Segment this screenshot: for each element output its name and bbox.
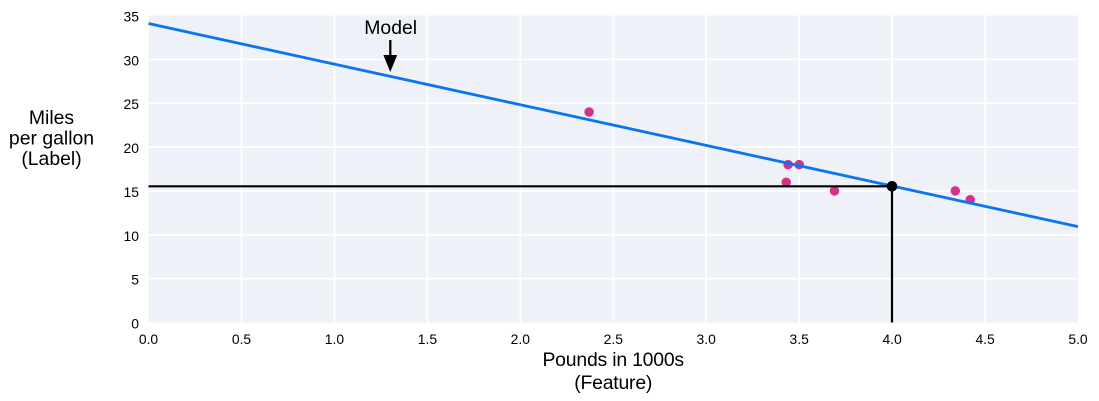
svg-text:3.5: 3.5: [790, 331, 810, 347]
svg-text:5.0: 5.0: [1068, 331, 1088, 347]
svg-text:Model: Model: [364, 17, 417, 39]
svg-text:0.5: 0.5: [232, 331, 252, 347]
svg-text:0.0: 0.0: [139, 331, 159, 347]
svg-text:5: 5: [131, 272, 139, 288]
svg-text:35: 35: [124, 9, 140, 25]
svg-text:10: 10: [124, 228, 140, 244]
svg-text:2.0: 2.0: [511, 331, 531, 347]
svg-text:3.0: 3.0: [697, 331, 717, 347]
svg-text:25: 25: [124, 96, 140, 112]
svg-text:1.0: 1.0: [325, 331, 345, 347]
svg-text:1.5: 1.5: [418, 331, 438, 347]
svg-text:4.5: 4.5: [975, 331, 995, 347]
svg-text:2.5: 2.5: [604, 331, 624, 347]
svg-text:0: 0: [131, 316, 139, 332]
svg-text:15: 15: [124, 184, 140, 200]
svg-text:per gallon: per gallon: [9, 128, 94, 150]
svg-text:Pounds in 1000s: Pounds in 1000s: [542, 349, 683, 371]
svg-text:20: 20: [124, 140, 140, 156]
svg-text:30: 30: [124, 52, 140, 68]
svg-text:Miles: Miles: [29, 107, 74, 129]
svg-text:(Label): (Label): [21, 148, 81, 170]
svg-text:4.0: 4.0: [882, 331, 902, 347]
svg-text:(Feature): (Feature): [574, 372, 652, 394]
